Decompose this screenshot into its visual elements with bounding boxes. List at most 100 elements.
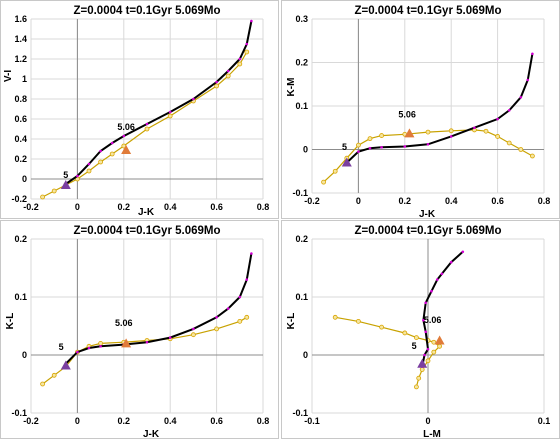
y-tick-label: 1.2 <box>14 54 27 64</box>
series-point-yellow <box>448 128 454 134</box>
series-point-black <box>424 301 427 305</box>
x-tick-label: 0 <box>425 416 430 426</box>
y-tick-label: 0 <box>22 174 27 184</box>
series-line-black <box>65 20 253 185</box>
x-tick-label: 0.8 <box>257 202 270 212</box>
series-point-black <box>99 149 102 153</box>
series-point-yellow <box>51 372 57 378</box>
series-point-yellow <box>40 381 45 387</box>
series-point-black <box>122 134 126 138</box>
y-tick-label: 0.6 <box>14 114 27 124</box>
y-tick-label: 0.2 <box>14 234 27 244</box>
x-tick-label: -0.1 <box>304 416 320 426</box>
chart-panel-kl-jk: Z=0.0004 t=0.1Gyr 5.069Mo -0.2 0 0.2 0.4 0.6 0… <box>0 220 279 440</box>
series-point-black <box>357 150 360 153</box>
y-tick-label: 0.4 <box>14 134 27 144</box>
series-point-yellow <box>356 142 361 148</box>
chart-panel-vi-jk: Z=0.0004 t=0.1Gyr 5.069Mo -0.2 0 0.2 0.4 0.6 0… <box>0 0 279 219</box>
series-point-black <box>76 350 79 354</box>
series-point-black <box>250 19 253 23</box>
x-axis-label: J-K <box>138 207 155 218</box>
y-tick-label: 0.8 <box>14 94 27 104</box>
series-point-black <box>238 57 242 61</box>
series-point-black <box>192 97 195 101</box>
series-point-yellow <box>98 159 103 165</box>
x-axis-label: J-K <box>419 209 436 220</box>
chart-vi-vs-jk: Z=0.0004 t=0.1Gyr 5.069Mo -0.2 0 0.2 0.4 0.6 0… <box>3 5 270 218</box>
series-point-black <box>250 252 253 255</box>
start-marker-triangle <box>341 157 352 167</box>
series-point-black <box>380 146 383 149</box>
series-point-yellow <box>379 324 384 330</box>
start-marker-triangle <box>417 358 428 368</box>
series-point-yellow <box>419 367 425 372</box>
annotation-label: 5.06 <box>115 318 133 328</box>
annotation-label: 5 <box>412 341 417 351</box>
series-point-black <box>245 42 249 46</box>
x-tick-label: 0.8 <box>257 416 270 426</box>
series-point-yellow <box>483 128 489 134</box>
series-point-yellow <box>332 168 338 174</box>
start-marker-triangle <box>60 360 71 370</box>
series-point-black <box>449 260 453 264</box>
series-point-yellow <box>144 126 150 132</box>
series-point-yellow <box>425 129 431 135</box>
series-point-black <box>403 145 407 148</box>
series-point-black <box>245 278 249 281</box>
chart-kl-vs-jk: Z=0.0004 t=0.1Gyr 5.069Mo -0.2 0 0.2 0.4 0.6 0… <box>5 225 270 440</box>
series-point-yellow <box>244 49 250 55</box>
series-point-yellow <box>425 358 431 364</box>
chart-title: Z=0.0004 t=0.1Gyr 5.069Mo <box>354 225 501 237</box>
chart-panel-km-jk: Z=0.0004 t=0.1Gyr 5.069Mo -0.2 0 0.2 0.4 0.6 0… <box>281 0 560 220</box>
y-tick-label: -0.1 <box>292 188 308 198</box>
series-point-yellow <box>109 151 115 157</box>
y-axis-label: K-L <box>5 313 16 330</box>
series-point-yellow <box>413 384 419 390</box>
chart-kl-vs-lm: Z=0.0004 t=0.1Gyr 5.069Mo -0.1 0 0.1 -0.1 0 0.… <box>286 225 550 440</box>
chart-title: Z=0.0004 t=0.1Gyr 5.069Mo <box>73 225 220 237</box>
annotation-label: 5.06 <box>424 315 442 325</box>
series-point-yellow <box>237 61 243 67</box>
x-tick-label: 0.6 <box>491 196 504 206</box>
x-tick-label: 0.4 <box>164 202 177 212</box>
x-tick-label: -0.2 <box>23 416 39 426</box>
x-tick-label: 0.2 <box>118 202 131 212</box>
x-tick-label: 0.2 <box>118 416 131 426</box>
annotation-label: 5.06 <box>117 122 135 132</box>
y-tick-label: 0.1 <box>295 292 308 302</box>
series-point-black <box>168 336 172 339</box>
y-tick-label: 0.3 <box>295 14 308 24</box>
series-point-black <box>110 141 114 145</box>
series-point-black <box>423 353 426 357</box>
series-point-black <box>424 330 427 334</box>
series-point-yellow <box>379 133 384 138</box>
x-tick-label: 0 <box>75 416 80 426</box>
x-tick-label: 0 <box>75 202 80 212</box>
series-point-black <box>526 78 530 82</box>
annotation-label: 5.06 <box>398 109 416 119</box>
series-point-yellow <box>167 113 173 119</box>
y-tick-label: 1 <box>22 74 27 84</box>
y-tick-label: 0.2 <box>14 154 27 164</box>
mass-marker-triangle <box>121 338 132 348</box>
mass-marker-triangle <box>434 335 445 345</box>
y-tick-label: 0.1 <box>14 292 27 302</box>
y-tick-label: -0.2 <box>11 194 27 204</box>
series-point-black <box>440 272 444 276</box>
series-point-yellow <box>495 134 501 139</box>
series-point-yellow <box>431 349 437 355</box>
series-point-black <box>435 278 439 281</box>
series-point-black <box>519 96 523 99</box>
series-point-black <box>368 146 372 150</box>
series-point-black <box>507 109 511 112</box>
series-point-black <box>426 142 430 146</box>
series-point-black <box>430 289 433 293</box>
series-point-black <box>422 318 425 322</box>
series-line-black <box>346 53 534 164</box>
series-point-black <box>192 327 195 331</box>
x-axis-label: J-K <box>143 429 160 440</box>
x-tick-label: 0.8 <box>538 196 551 206</box>
y-axis-label: V-I <box>3 70 14 82</box>
series-point-black <box>87 162 91 166</box>
series-point-yellow <box>367 136 373 142</box>
